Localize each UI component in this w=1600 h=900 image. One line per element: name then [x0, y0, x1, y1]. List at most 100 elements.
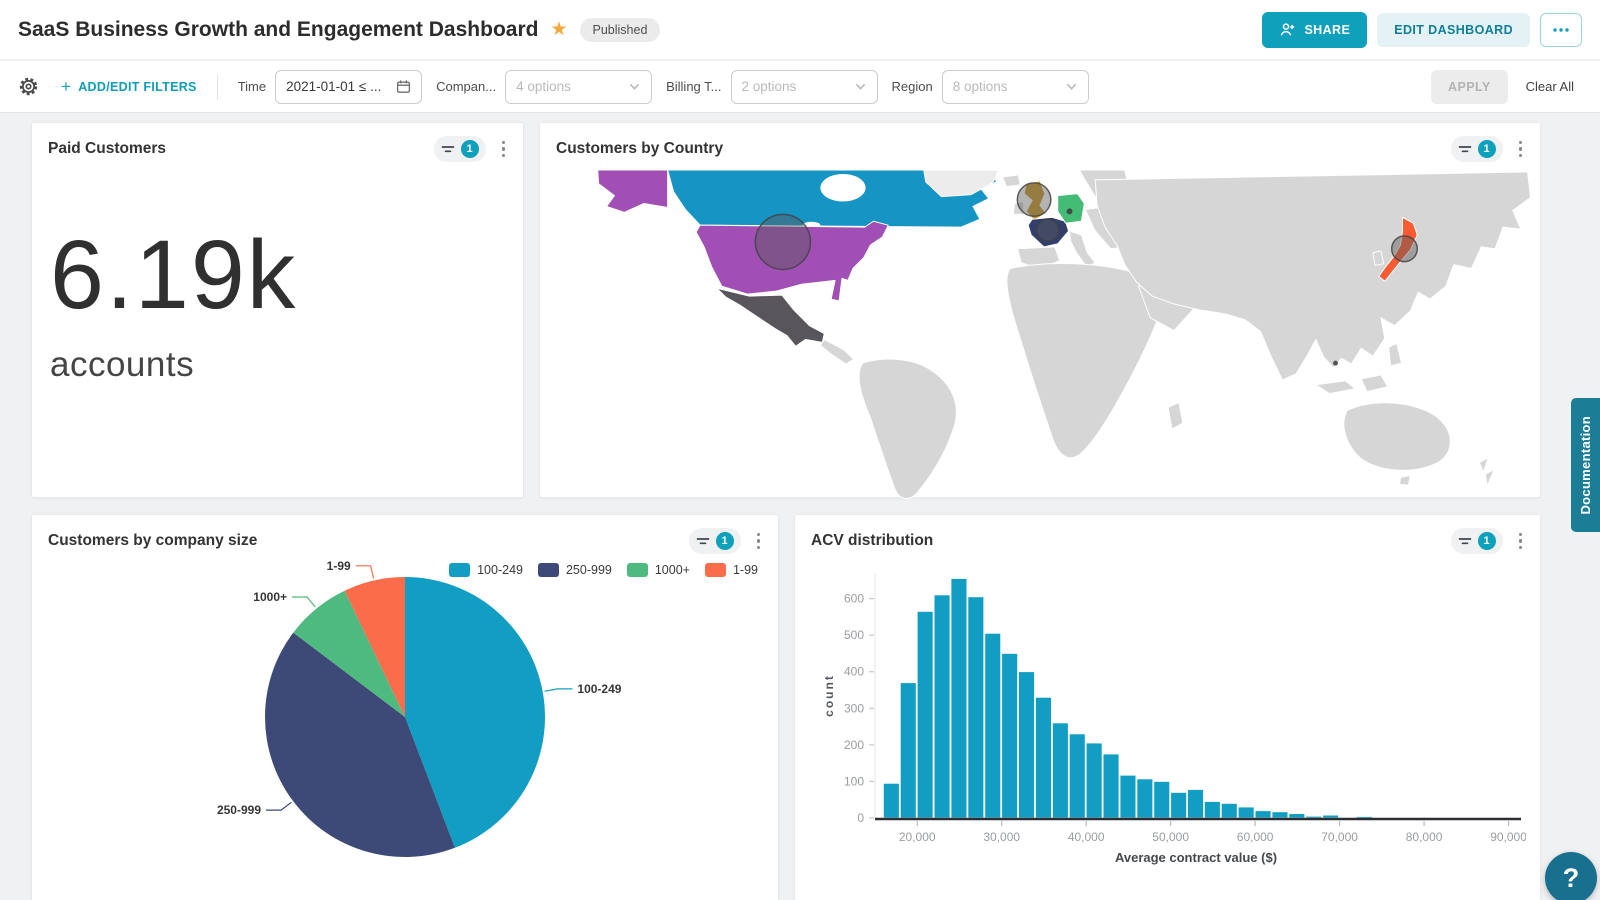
map-filter-count-badge: 1 — [1477, 140, 1496, 158]
region-filter-value: 8 options — [952, 79, 1008, 94]
hist-bar[interactable] — [1085, 742, 1103, 819]
hist-x-tick: 30,000 — [983, 830, 1020, 844]
pie-slice-100-249[interactable] — [405, 577, 545, 848]
ellipsis-icon — [1553, 27, 1569, 32]
pie-callout-label: 250-999 — [217, 803, 261, 817]
filter-icon — [696, 537, 709, 544]
map-region-iceland — [1002, 174, 1021, 188]
hist-bar[interactable] — [883, 782, 900, 819]
map-marker-singapore[interactable] — [1333, 360, 1338, 366]
map-filter-chip[interactable]: 1 — [1450, 136, 1503, 162]
hist-bar[interactable] — [1035, 696, 1052, 819]
add-edit-filters-label: ADD/EDIT FILTERS — [78, 79, 197, 94]
documentation-tab[interactable]: Documentation — [1571, 398, 1600, 532]
gear-icon — [19, 77, 38, 96]
pie-card-title: Customers by company size — [48, 532, 258, 549]
map-menu-button[interactable] — [1513, 137, 1529, 162]
hist-bar[interactable] — [1271, 811, 1289, 819]
map-region-indonesia-1 — [1315, 380, 1356, 395]
kpi-menu-button[interactable] — [496, 137, 512, 162]
hist-bar[interactable] — [1051, 722, 1069, 819]
billing-filter-field[interactable]: 2 options — [730, 69, 878, 104]
legend-label: 1000+ — [654, 563, 690, 577]
filter-icon — [1458, 537, 1471, 544]
hist-bar[interactable] — [967, 596, 985, 819]
time-filter-field[interactable]: 2021-01-01 ≤ ... — [275, 69, 423, 104]
hist-bar[interactable] — [899, 682, 917, 819]
hist-y-axis-title: count — [822, 674, 836, 717]
hist-bar[interactable] — [933, 594, 951, 819]
hist-bar[interactable] — [1203, 801, 1221, 819]
company-filter-field[interactable]: 4 options — [505, 69, 653, 104]
legend-item-250-999[interactable]: 250-999 — [537, 563, 612, 577]
map-marker-france[interactable] — [1036, 218, 1060, 242]
apply-button[interactable]: APPLY — [1431, 69, 1508, 104]
hist-bar[interactable] — [1187, 789, 1204, 819]
pie-filter-chip[interactable]: 1 — [688, 528, 741, 554]
map-region-indonesia-2 — [1360, 374, 1389, 393]
filter-icon — [1458, 145, 1471, 152]
map-marker-japan[interactable] — [1390, 235, 1419, 263]
hist-bar[interactable] — [950, 578, 968, 819]
more-options-button[interactable] — [1540, 12, 1582, 47]
chevron-down-icon — [855, 83, 865, 90]
world-map-chart[interactable] — [540, 170, 1540, 500]
edit-dashboard-button[interactable]: EDIT DASHBOARD — [1377, 12, 1530, 47]
map-country-mexico — [716, 287, 825, 347]
hist-bar[interactable] — [984, 632, 1002, 819]
legend-item-1-99[interactable]: 1-99 — [704, 563, 758, 577]
hist-bar[interactable] — [1288, 813, 1306, 819]
pie-chart[interactable]: 100-249 250-999 1000+ 1-99 — [32, 559, 778, 900]
add-edit-filters-button[interactable]: + ADD/EDIT FILTERS — [61, 77, 197, 97]
hist-bar[interactable] — [1102, 753, 1120, 819]
legend-item-1000+[interactable]: 1000+ — [626, 563, 690, 577]
hist-bar[interactable] — [1001, 653, 1018, 819]
legend-item-100-249[interactable]: 100-249 — [449, 563, 523, 577]
map-marker-germany[interactable] — [1066, 208, 1073, 215]
plus-icon: + — [61, 76, 72, 96]
pie-menu-button[interactable] — [751, 529, 767, 554]
map-marker-usa[interactable] — [754, 213, 812, 271]
filter-icon — [441, 145, 454, 152]
hist-bar[interactable] — [1136, 778, 1154, 819]
kpi-filter-chip[interactable]: 1 — [433, 136, 486, 162]
app-header: SaaS Business Growth and Engagement Dash… — [0, 0, 1600, 60]
pie-slice-1-99[interactable] — [344, 577, 405, 717]
legend-label: 1-99 — [732, 563, 758, 577]
documentation-tab-label: Documentation — [1578, 415, 1593, 515]
region-filter-field[interactable]: 8 options — [941, 69, 1089, 104]
chevron-down-icon — [1066, 83, 1076, 90]
share-button[interactable]: SHARE — [1262, 11, 1368, 48]
map-region-south-america — [858, 358, 957, 499]
hist-bar[interactable] — [1254, 810, 1272, 819]
hist-bar[interactable] — [916, 611, 934, 819]
histogram-chart[interactable]: 0 100 200 300 400 500 600 20,000 30,000 40,000 50,… — [809, 559, 1526, 881]
clear-all-button[interactable]: Clear All — [1525, 79, 1574, 94]
hist-bar[interactable] — [1170, 791, 1188, 819]
star-icon[interactable]: ★ — [550, 19, 568, 40]
hist-bar[interactable] — [1322, 814, 1340, 819]
billing-filter-label: Billing T... — [666, 79, 722, 94]
hist-bar[interactable] — [1305, 815, 1323, 819]
map-region-australia — [1343, 402, 1451, 471]
map-marker-uk[interactable] — [1016, 182, 1052, 218]
hist-bar[interactable] — [1153, 780, 1171, 819]
filter-settings-button[interactable] — [18, 76, 39, 97]
share-person-icon — [1281, 22, 1295, 36]
map-region-italy — [1069, 230, 1096, 269]
kpi-filter-count-badge: 1 — [460, 140, 479, 158]
hist-bar[interactable] — [1018, 671, 1035, 819]
filter-group-time: Time 2021-01-01 ≤ ... — [238, 69, 423, 104]
map-region-greenland — [923, 170, 1000, 198]
histogram-menu-button[interactable] — [1513, 529, 1529, 554]
pie-slice-1000+[interactable] — [293, 590, 405, 717]
hist-bar[interactable] — [1237, 806, 1255, 819]
help-button[interactable]: ? — [1545, 852, 1597, 900]
filter-group-region: Region 8 options — [892, 69, 1089, 104]
histogram-filter-chip[interactable]: 1 — [1450, 528, 1503, 554]
hist-bar[interactable] — [1068, 733, 1086, 819]
hist-bar[interactable] — [1119, 774, 1137, 819]
map-country-alaska — [597, 170, 669, 213]
hist-bar[interactable] — [1220, 802, 1238, 819]
pie-slice-250-999[interactable] — [265, 632, 455, 857]
